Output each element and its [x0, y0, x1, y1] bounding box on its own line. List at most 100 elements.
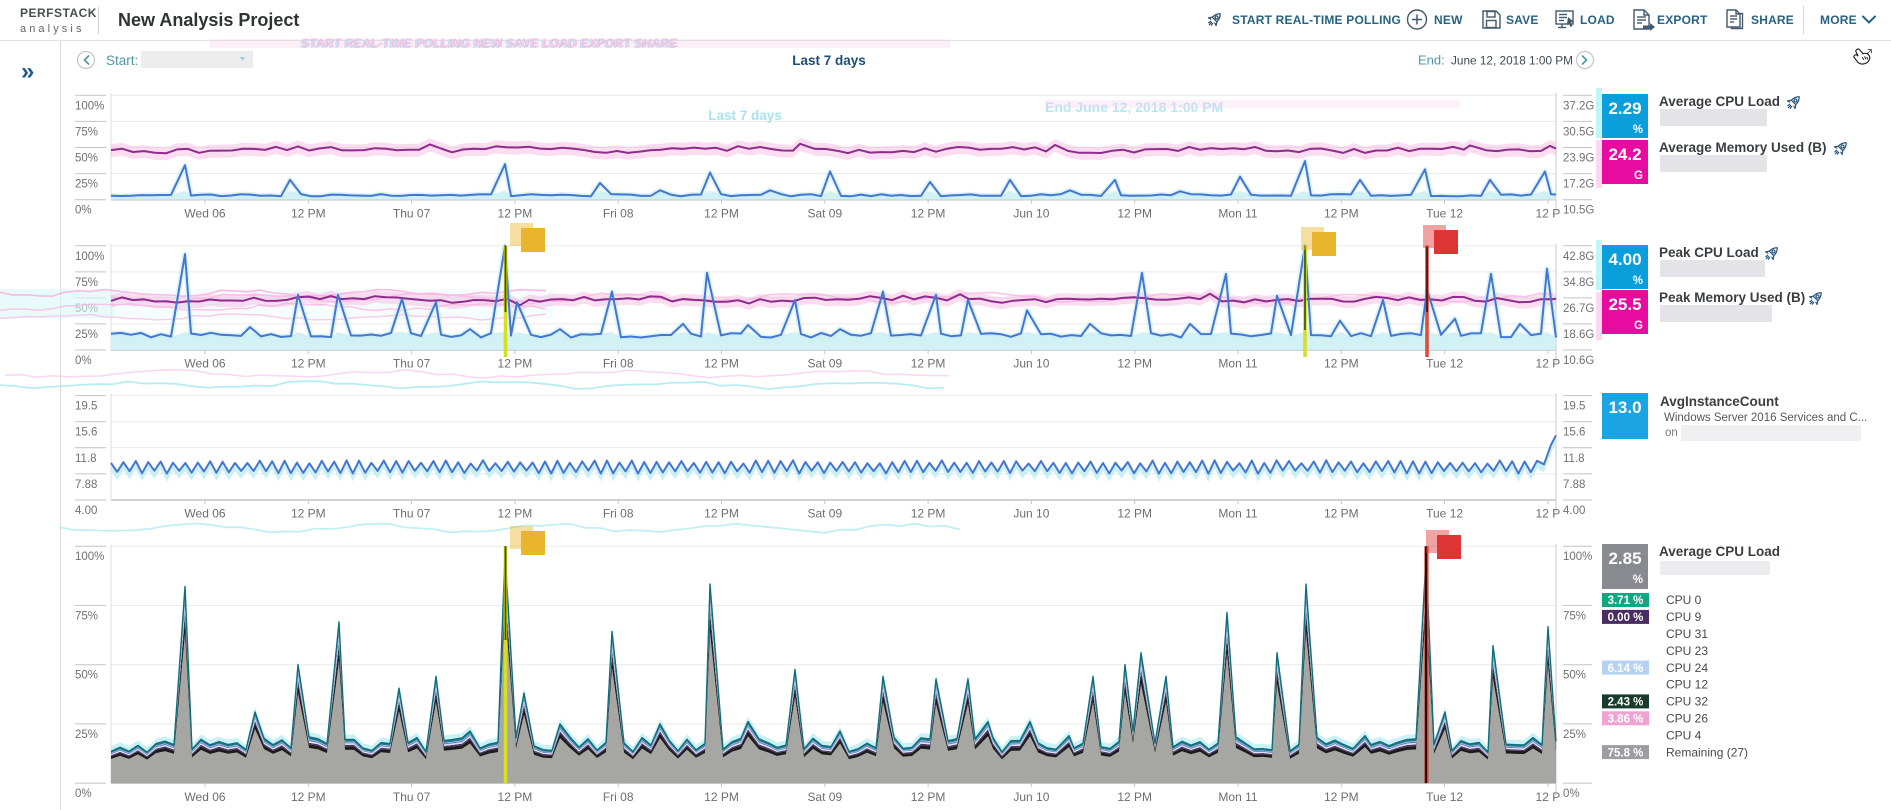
svg-text:100%: 100%: [1563, 551, 1592, 563]
svg-text:Jun 10: Jun 10: [1013, 357, 1049, 371]
svg-text:25%: 25%: [1563, 729, 1586, 741]
svg-text:Sat 09: Sat 09: [807, 790, 842, 804]
svg-text:3.71 %: 3.71 %: [1608, 595, 1644, 607]
svg-text:10.6G: 10.6G: [1563, 355, 1594, 367]
svg-text:AvgInstanceCount: AvgInstanceCount: [1660, 394, 1779, 409]
svg-text:12 P: 12 P: [1536, 207, 1561, 221]
svg-text:analysis: analysis: [20, 23, 85, 35]
svg-text:Thu 07: Thu 07: [393, 790, 431, 804]
svg-text:24.2: 24.2: [1608, 145, 1641, 164]
svg-text:Mon 11: Mon 11: [1218, 207, 1257, 221]
svg-text:12 PM: 12 PM: [1324, 357, 1359, 371]
svg-text:Start:: Start:: [106, 53, 138, 68]
svg-text:0%: 0%: [75, 355, 92, 367]
svg-text:Wed 06: Wed 06: [184, 357, 225, 371]
svg-text:12 PM: 12 PM: [704, 357, 739, 371]
svg-text:Sat 09: Sat 09: [807, 507, 842, 521]
svg-text:G: G: [1634, 170, 1643, 182]
svg-text:START REAL-TIME POLLING: START REAL-TIME POLLING: [1232, 13, 1401, 27]
svg-text:75%: 75%: [75, 277, 98, 289]
svg-text:CPU 26: CPU 26: [1666, 712, 1708, 726]
svg-text:37.2G: 37.2G: [1563, 100, 1594, 112]
svg-text:4.00: 4.00: [1563, 505, 1585, 517]
svg-text:2.85: 2.85: [1608, 549, 1641, 568]
svg-text:75%: 75%: [75, 126, 98, 138]
svg-text:on: on: [1665, 427, 1678, 439]
svg-text:50%: 50%: [75, 670, 98, 682]
svg-text:%: %: [1633, 574, 1643, 586]
svg-text:SHARE: SHARE: [1751, 13, 1794, 27]
svg-text:75%: 75%: [75, 610, 98, 622]
svg-text:NEW: NEW: [1434, 13, 1463, 27]
svg-text:4.00: 4.00: [1608, 250, 1641, 269]
svg-text:12 PM: 12 PM: [291, 507, 326, 521]
svg-text:25%: 25%: [75, 729, 98, 741]
svg-text:7.88: 7.88: [1563, 479, 1585, 491]
svg-text:Thu 07: Thu 07: [393, 357, 431, 371]
svg-text:EXPORT: EXPORT: [1657, 13, 1708, 27]
svg-text:15.6: 15.6: [75, 427, 97, 439]
svg-text:%: %: [1633, 124, 1643, 136]
svg-text:Sat 09: Sat 09: [807, 357, 842, 371]
svg-text:10.5G: 10.5G: [1563, 205, 1594, 217]
svg-text:100%: 100%: [75, 551, 104, 563]
svg-text:%: %: [1633, 275, 1643, 287]
svg-text:Last 7 days: Last 7 days: [792, 53, 866, 68]
svg-text:12 P: 12 P: [1536, 790, 1561, 804]
svg-text:CPU 23: CPU 23: [1666, 644, 1708, 658]
svg-text:Tue 12: Tue 12: [1426, 790, 1463, 804]
svg-text:Fri 08: Fri 08: [603, 507, 634, 521]
svg-text:26.7G: 26.7G: [1563, 303, 1594, 315]
svg-text:Fri 08: Fri 08: [603, 790, 634, 804]
svg-text:4.00: 4.00: [75, 505, 97, 517]
svg-text:12 PM: 12 PM: [1324, 790, 1359, 804]
svg-text:12 PM: 12 PM: [498, 507, 533, 521]
svg-text:Jun 10: Jun 10: [1013, 790, 1049, 804]
svg-text:Tue 12: Tue 12: [1426, 507, 1463, 521]
svg-text:Jun 10: Jun 10: [1013, 507, 1049, 521]
svg-text:19.5: 19.5: [75, 401, 97, 413]
svg-text:Thu 07: Thu 07: [393, 207, 431, 221]
svg-text:12 PM: 12 PM: [1324, 507, 1359, 521]
svg-text:3.86 %: 3.86 %: [1608, 714, 1644, 726]
svg-text:25%: 25%: [75, 329, 98, 341]
svg-text:25%: 25%: [75, 179, 98, 191]
svg-text:SAVE: SAVE: [1506, 13, 1539, 27]
svg-text:12 PM: 12 PM: [704, 790, 739, 804]
svg-text:Peak CPU Load: Peak CPU Load: [1659, 245, 1759, 260]
svg-text:Sat 09: Sat 09: [807, 207, 842, 221]
svg-text:100%: 100%: [75, 251, 104, 263]
svg-text:CPU 9: CPU 9: [1666, 610, 1702, 624]
svg-text:0%: 0%: [75, 205, 92, 217]
svg-text:Remaining (27): Remaining (27): [1666, 745, 1748, 759]
svg-text:13.0: 13.0: [1608, 398, 1641, 417]
svg-text:12 PM: 12 PM: [911, 790, 946, 804]
svg-text:12 PM: 12 PM: [291, 207, 326, 221]
svg-text:Fri 08: Fri 08: [603, 357, 634, 371]
svg-text:50%: 50%: [75, 153, 98, 165]
svg-text:0%: 0%: [1563, 788, 1580, 800]
svg-text:Average CPU Load: Average CPU Load: [1659, 544, 1780, 559]
svg-text:75%: 75%: [1563, 610, 1586, 622]
svg-text:Jun 10: Jun 10: [1013, 207, 1049, 221]
svg-text:Average Memory Used (B): Average Memory Used (B): [1659, 140, 1827, 155]
svg-text:Tue 12: Tue 12: [1426, 207, 1463, 221]
svg-text:Windows Server 2016 Services a: Windows Server 2016 Services and C...: [1664, 412, 1867, 424]
svg-text:CPU 32: CPU 32: [1666, 695, 1708, 709]
svg-text:Mon 11: Mon 11: [1218, 507, 1257, 521]
svg-text:Thu 07: Thu 07: [393, 507, 431, 521]
svg-text:12 PM: 12 PM: [498, 207, 533, 221]
svg-text:CPU 4: CPU 4: [1666, 728, 1702, 742]
svg-text:34.8G: 34.8G: [1563, 277, 1594, 289]
svg-text:End June 12, 2018 1:00 PM: End June 12, 2018 1:00 PM: [1045, 99, 1223, 115]
svg-text:12 PM: 12 PM: [291, 790, 326, 804]
svg-text:Last 7 days: Last 7 days: [708, 108, 782, 123]
svg-text:12 PM: 12 PM: [498, 357, 533, 371]
svg-text:»: »: [21, 58, 34, 85]
svg-text:LOAD: LOAD: [1580, 13, 1615, 27]
svg-text:15.6: 15.6: [1563, 427, 1585, 439]
svg-text:START REAL-TIME POLLING: START REAL-TIME POLLING NEW SAVE LOAD EX…: [302, 36, 678, 50]
svg-text:MORE: MORE: [1820, 13, 1857, 27]
svg-text:12 PM: 12 PM: [911, 207, 946, 221]
svg-text:18.6G: 18.6G: [1563, 329, 1594, 341]
